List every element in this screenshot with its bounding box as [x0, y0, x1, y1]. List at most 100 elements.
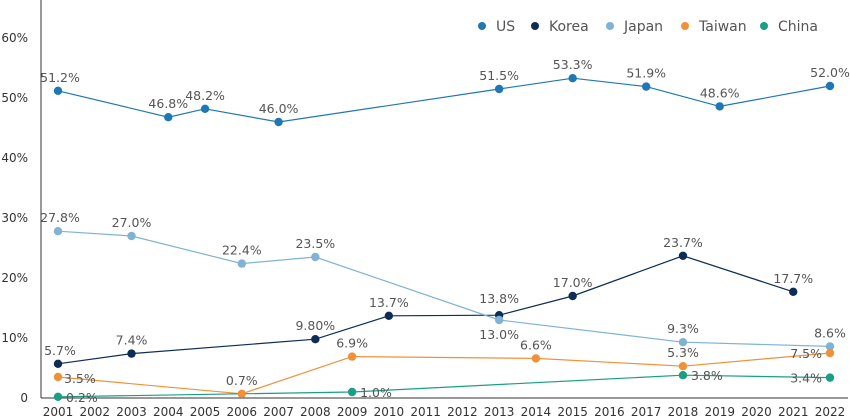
- data-point-china: [825, 373, 835, 382]
- x-tick-label: 2002: [79, 405, 110, 419]
- data-label-us: 46.8%: [148, 96, 188, 111]
- y-tick-label: 30%: [1, 211, 28, 225]
- series-line-taiwan: [57, 352, 831, 395]
- data-label-china: 1.0%: [360, 385, 392, 400]
- data-point-china: [53, 392, 63, 401]
- legend-marker-japan: [606, 22, 614, 30]
- x-tick-label: 2020: [741, 405, 772, 419]
- data-label-korea: 7.4%: [116, 333, 148, 348]
- data-label-taiwan: 5.3%: [667, 345, 699, 360]
- series-points: [53, 74, 835, 401]
- data-point-japan: [237, 259, 247, 268]
- data-point-us: [568, 74, 577, 83]
- data-label-china: 3.8%: [691, 368, 723, 383]
- data-label-us: 46.0%: [259, 101, 299, 116]
- data-label-china: 0.2%: [66, 390, 98, 405]
- x-tick-label: 2003: [116, 405, 147, 419]
- x-tick-label: 2018: [668, 405, 699, 419]
- data-point-korea: [53, 359, 63, 368]
- x-tick-label: 2017: [631, 405, 662, 419]
- data-label-japan: 27.0%: [112, 215, 152, 230]
- data-point-japan: [825, 342, 835, 351]
- data-point-korea: [678, 251, 688, 260]
- legend: US Korea Japan Taiwan China: [478, 19, 818, 35]
- legend-marker-taiwan: [681, 22, 689, 30]
- data-label-japan: 13.0%: [479, 327, 519, 342]
- data-label-korea: 17.7%: [773, 271, 813, 286]
- x-tick-label: 2007: [263, 405, 294, 419]
- data-point-korea: [384, 311, 394, 320]
- y-tick-label: 0: [20, 391, 28, 405]
- series-line-japan: [57, 230, 831, 347]
- data-label-korea: 23.7%: [663, 235, 703, 250]
- data-point-us: [641, 82, 651, 91]
- data-label-us: 51.9%: [626, 66, 666, 81]
- x-tick-label: 2005: [190, 405, 221, 419]
- data-label-korea: 13.8%: [479, 291, 519, 306]
- x-tick-label: 2016: [594, 405, 625, 419]
- data-label-taiwan: 3.5%: [64, 371, 96, 386]
- data-point-japan: [494, 315, 504, 325]
- series-line-korea: [57, 255, 794, 365]
- data-label-us: 51.2%: [40, 70, 80, 85]
- legend-label-japan: Japan: [623, 19, 663, 35]
- data-labels: 51.2% 46.8%48.2% 46.0% 51.5% 53.3% 51.9% 48.6%…: [40, 57, 850, 405]
- data-point-china: [347, 387, 357, 397]
- x-tick-label: 2013: [484, 405, 515, 419]
- x-tick-label: 2015: [557, 405, 588, 419]
- data-point-korea: [568, 291, 577, 301]
- data-label-us: 52.0%: [810, 65, 850, 80]
- series-line-china: [57, 374, 831, 398]
- x-tick-label: 2008: [300, 405, 331, 419]
- data-point-us: [164, 113, 173, 122]
- data-point-us: [494, 84, 504, 94]
- data-label-taiwan: 6.9%: [336, 336, 368, 351]
- data-label-korea: 5.7%: [44, 343, 76, 358]
- data-point-taiwan: [347, 352, 357, 361]
- data-point-japan: [678, 338, 688, 347]
- data-label-taiwan: 7.5%: [790, 346, 822, 361]
- data-point-korea: [789, 287, 798, 296]
- x-tick-label: 2021: [778, 405, 809, 419]
- x-tick-label: 2014: [521, 405, 552, 419]
- x-tick-label: 2022: [815, 405, 846, 419]
- y-tick-label: 40%: [1, 151, 28, 165]
- data-point-china: [678, 371, 688, 380]
- y-tick-label: 50%: [1, 91, 28, 105]
- data-point-korea: [311, 335, 320, 344]
- legend-label-us: US: [496, 19, 515, 35]
- legend-marker-us: [478, 22, 486, 30]
- x-tick-label: 2004: [153, 405, 184, 419]
- data-label-us: 48.6%: [700, 85, 740, 100]
- data-label-japan: 9.3%: [667, 321, 699, 336]
- y-tick-label: 10%: [1, 331, 28, 345]
- data-label-taiwan: 0.7%: [226, 373, 258, 388]
- legend-label-taiwan: Taiwan: [698, 19, 747, 35]
- data-label-taiwan: 6.6%: [520, 337, 552, 352]
- data-point-us: [200, 104, 210, 114]
- data-label-korea: 17.0%: [553, 275, 593, 290]
- series-lines: [57, 77, 831, 398]
- data-label-us: 48.2%: [185, 88, 225, 103]
- x-tick-label: 2011: [410, 405, 441, 419]
- data-point-us: [715, 102, 724, 111]
- x-tick-label: 2010: [374, 405, 405, 419]
- data-label-us: 53.3%: [553, 57, 593, 72]
- legend-label-china: China: [778, 19, 818, 35]
- data-label-japan: 8.6%: [814, 325, 846, 340]
- data-label-korea: 9.80%: [295, 318, 335, 333]
- data-point-us: [274, 117, 283, 127]
- data-label-us: 51.5%: [479, 68, 519, 83]
- data-label-korea: 13.7%: [369, 295, 409, 310]
- data-label-japan: 22.4%: [222, 243, 262, 258]
- data-point-us: [825, 81, 835, 91]
- data-point-japan: [311, 252, 320, 262]
- data-point-korea: [127, 349, 136, 358]
- x-tick-label: 2006: [227, 405, 258, 419]
- x-tick-label: 2009: [337, 405, 368, 419]
- data-point-taiwan: [825, 348, 835, 358]
- data-point-japan: [53, 227, 63, 236]
- x-tick-label: 2019: [704, 405, 735, 419]
